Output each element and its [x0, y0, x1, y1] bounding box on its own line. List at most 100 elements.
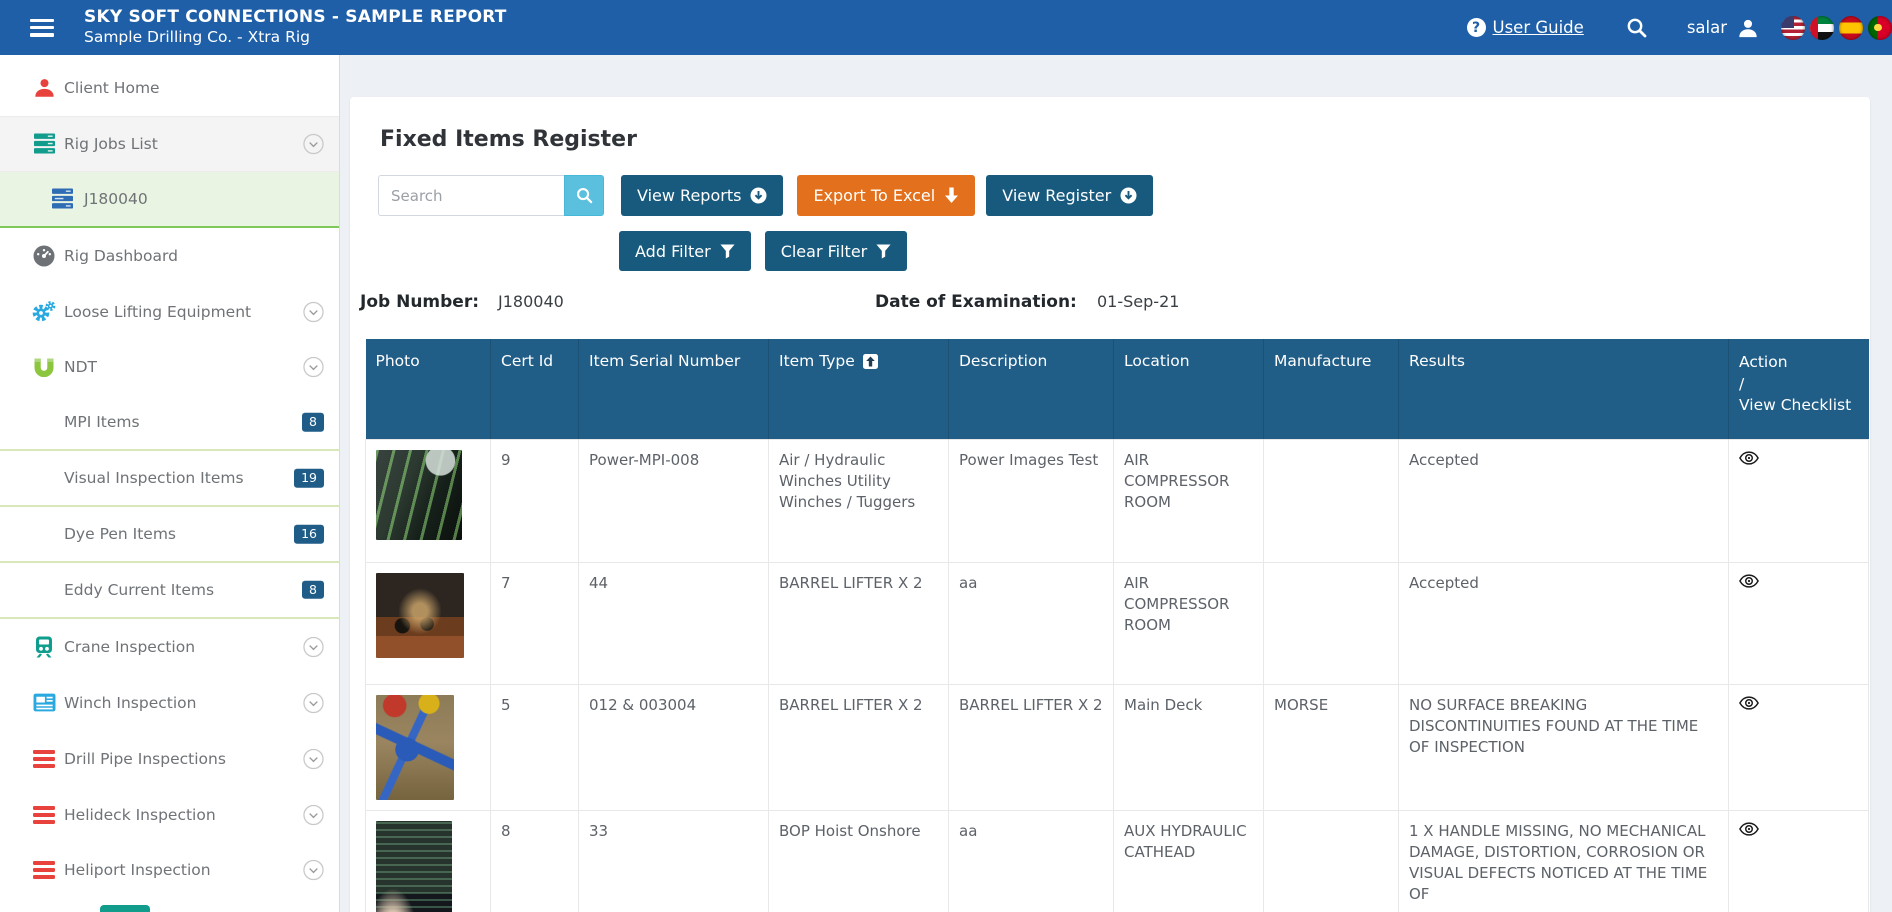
- chevron-down-icon[interactable]: [303, 357, 324, 378]
- col-header-results[interactable]: Results: [1398, 339, 1729, 439]
- sort-ascending-icon[interactable]: [862, 353, 878, 369]
- page-title: Fixed Items Register: [380, 127, 637, 152]
- app-title: SKY SOFT CONNECTIONS - SAMPLE REPORT Sam…: [84, 7, 507, 48]
- col-header-description[interactable]: Description: [948, 339, 1114, 439]
- sidebar-item-label: Crane Inspection: [64, 637, 196, 656]
- action-header-line2: /: [1739, 374, 1745, 393]
- sidebar-item-dye-pen-items[interactable]: Dye Pen Items 16: [0, 507, 339, 564]
- search-icon[interactable]: [1626, 17, 1647, 38]
- sidebar-item-drill-pipe-inspections[interactable]: Drill Pipe Inspections: [0, 731, 339, 787]
- chevron-down-icon[interactable]: [303, 804, 324, 825]
- manufacture-cell: MORSE: [1263, 683, 1399, 811]
- job-number-value: J180040: [498, 292, 564, 311]
- eye-icon: [1739, 450, 1759, 465]
- sidebar-item-crane-inspection[interactable]: Crane Inspection: [0, 619, 339, 675]
- filter-funnel-icon: [720, 243, 735, 259]
- sidebar-item-label: NDT: [64, 358, 97, 377]
- table-row: 7 44 BARREL LIFTER X 2 aa AIR COMPRESSOR…: [365, 561, 1869, 685]
- question-circle-icon: ?: [1466, 18, 1486, 37]
- action-header-line3: View Checklist: [1739, 396, 1852, 415]
- red-bars-icon: [32, 803, 56, 827]
- chevron-down-icon[interactable]: [303, 133, 324, 154]
- sidebar-item-ndt[interactable]: NDT: [0, 339, 339, 395]
- chevron-down-icon[interactable]: [303, 692, 324, 713]
- cert-id-cell: 8: [490, 809, 579, 912]
- sidebar-item-label: Heliport Inspection: [64, 861, 211, 880]
- search-button[interactable]: [564, 175, 604, 216]
- export-to-excel-label: Export To Excel: [813, 186, 936, 205]
- clear-filter-button[interactable]: Clear Filter: [764, 231, 908, 271]
- sidebar-item-rig-dashboard[interactable]: Rig Dashboard: [0, 228, 339, 284]
- sidebar-item-label: Eddy Current Items: [64, 580, 215, 599]
- usa-flag-icon[interactable]: [1781, 15, 1805, 40]
- col-header-item-serial-number[interactable]: Item Serial Number: [578, 339, 769, 439]
- item-photo[interactable]: [376, 572, 464, 658]
- sidebar-item-helideck-inspection[interactable]: Helideck Inspection: [0, 787, 339, 843]
- location-cell: AUX HYDRAULIC CATHEAD: [1113, 809, 1264, 912]
- item-type-cell: BARREL LIFTER X 2: [768, 561, 949, 685]
- chevron-down-icon[interactable]: [303, 860, 324, 881]
- item-type-cell: Air / Hydraulic Winches Utility Winches …: [768, 438, 949, 563]
- results-cell: NO SURFACE BREAKING DISCONTINUITIES FOUN…: [1398, 683, 1729, 811]
- location-cell: AIR COMPRESSOR ROOM: [1113, 438, 1264, 563]
- col-header-manufacture[interactable]: Manufacture: [1263, 339, 1399, 439]
- export-to-excel-button[interactable]: Export To Excel: [797, 175, 976, 216]
- red-bars-icon: [32, 747, 56, 771]
- view-reports-button[interactable]: View Reports: [621, 175, 784, 216]
- user-icon[interactable]: [1737, 17, 1759, 39]
- view-register-button[interactable]: View Register: [986, 175, 1154, 216]
- chevron-down-icon[interactable]: [303, 748, 324, 769]
- table-row: 5 012 & 003004 BARREL LIFTER X 2 BARREL …: [365, 683, 1869, 811]
- sidebar-item-j180040[interactable]: J180040: [0, 171, 339, 228]
- location-cell: Main Deck: [1113, 683, 1264, 811]
- sidebar-item-rig-jobs-list[interactable]: Rig Jobs List: [0, 115, 339, 172]
- add-filter-label: Add Filter: [635, 241, 711, 261]
- view-checklist-eye-button[interactable]: [1739, 450, 1759, 465]
- portugal-flag-icon[interactable]: [1868, 15, 1892, 40]
- username-label[interactable]: salar: [1686, 18, 1727, 37]
- table-header-row: Photo Cert Id Item Serial Number Item Ty…: [365, 339, 1869, 439]
- cert-id-cell: 5: [490, 683, 579, 811]
- menu-hamburger-icon[interactable]: [30, 18, 54, 37]
- col-header-location[interactable]: Location: [1113, 339, 1264, 439]
- spain-flag-icon[interactable]: [1839, 15, 1863, 40]
- filter-funnel-icon: [876, 243, 891, 259]
- uae-flag-icon[interactable]: [1810, 15, 1834, 40]
- sidebar-item-heliport-inspection[interactable]: Heliport Inspection: [0, 842, 339, 898]
- col-header-item-type[interactable]: Item Type: [768, 339, 949, 439]
- sidebar-item-mpi-items[interactable]: MPI Items 8: [0, 395, 339, 452]
- chevron-down-icon[interactable]: [303, 636, 324, 658]
- col-header-cert-id[interactable]: Cert Id: [490, 339, 579, 439]
- cert-id-cell: 7: [490, 561, 579, 685]
- view-checklist-eye-button[interactable]: [1739, 573, 1759, 588]
- sidebar-item-loose-lifting-equipment[interactable]: Loose Lifting Equipment: [0, 284, 339, 340]
- sidebar-item-label: Winch Inspection: [64, 693, 197, 712]
- sidebar-item-visual-inspection-items[interactable]: Visual Inspection Items 19: [0, 451, 339, 508]
- sidebar-item-client-home[interactable]: Client Home: [0, 60, 339, 116]
- col-header-action: Action / View Checklist: [1728, 339, 1869, 439]
- sidebar-item-label: Rig Dashboard: [64, 246, 178, 265]
- item-photo[interactable]: [376, 694, 454, 800]
- item-photo[interactable]: [376, 449, 462, 540]
- red-bars-icon: [32, 858, 56, 882]
- view-checklist-eye-button[interactable]: [1739, 695, 1759, 710]
- sidebar-item-eddy-current-items[interactable]: Eddy Current Items 8: [0, 563, 339, 619]
- results-cell: 1 X HANDLE MISSING, NO MECHANICAL DAMAGE…: [1398, 809, 1729, 912]
- user-guide-label: User Guide: [1492, 18, 1584, 37]
- table-row: 8 33 BOP Hoist Onshore aa AUX HYDRAULIC …: [365, 809, 1869, 912]
- sidebar-item-label: Loose Lifting Equipment: [64, 302, 252, 321]
- chevron-down-icon[interactable]: [303, 301, 324, 322]
- view-reports-label: View Reports: [637, 186, 742, 205]
- user-guide-link[interactable]: ? User Guide: [1466, 18, 1584, 37]
- dashboard-gauge-icon: [32, 244, 56, 268]
- table-row: 9 Power-MPI-008 Air / Hydraulic Winches …: [365, 438, 1869, 563]
- search-input[interactable]: [378, 175, 564, 216]
- item-photo[interactable]: [376, 820, 452, 912]
- eye-icon: [1739, 821, 1759, 836]
- add-filter-button[interactable]: Add Filter: [619, 231, 751, 271]
- eye-icon: [1739, 573, 1759, 588]
- view-checklist-eye-button[interactable]: [1739, 821, 1759, 836]
- fixed-items-table: Photo Cert Id Item Serial Number Item Ty…: [365, 339, 1869, 912]
- location-cell: AIR COMPRESSOR ROOM: [1113, 561, 1264, 685]
- sidebar-item-winch-inspection[interactable]: Winch Inspection: [0, 675, 339, 731]
